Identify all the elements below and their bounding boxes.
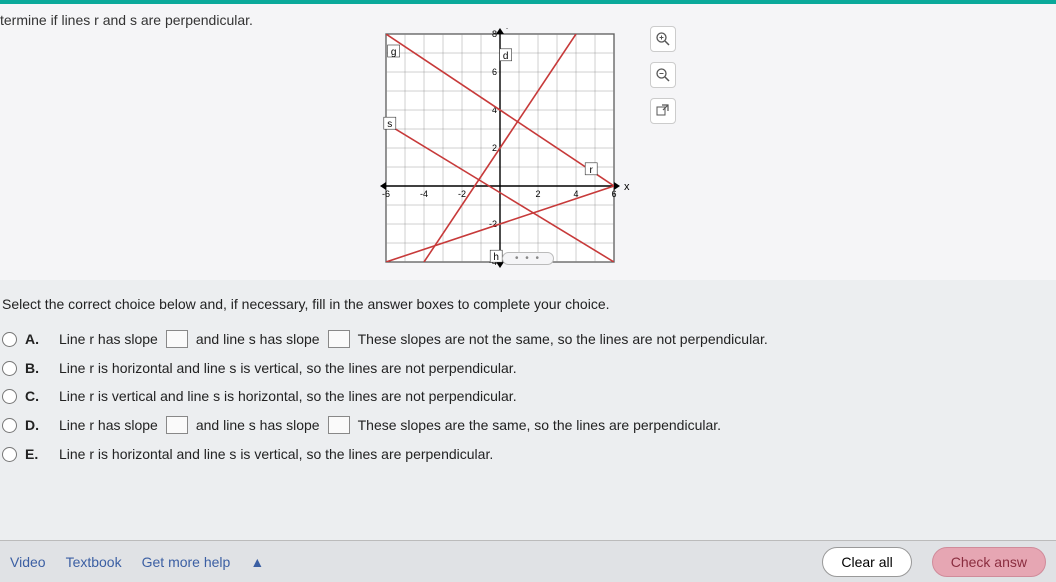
svg-text:d: d: [503, 51, 509, 62]
instruction-text: Select the correct choice below and, if …: [2, 296, 1046, 312]
choice-a[interactable]: A. Line r has slope and line s has slope…: [2, 330, 1046, 348]
choice-a-pre: Line r has slope: [59, 331, 158, 347]
graph: -6-4-2246-4-22468xyrsdhg: [370, 28, 630, 271]
choice-letter: E.: [25, 446, 47, 462]
choice-b[interactable]: B. Line r is horizontal and line s is ve…: [2, 360, 1046, 376]
section-divider: • • •: [0, 248, 1056, 268]
svg-text:-6: -6: [382, 189, 390, 199]
question-text: termine if lines r and s are perpendicul…: [0, 12, 253, 28]
choice-d-mid: and line s has slope: [196, 417, 320, 433]
choice-letter: A.: [25, 331, 47, 347]
svg-text:6: 6: [492, 67, 497, 77]
choice-e[interactable]: E. Line r is horizontal and line s is ve…: [2, 446, 1046, 462]
choice-c[interactable]: C. Line r is vertical and line s is hori…: [2, 388, 1046, 404]
blank-a2[interactable]: [328, 330, 350, 348]
zoom-in-icon[interactable]: [650, 26, 676, 52]
choice-c-text: Line r is vertical and line s is horizon…: [59, 388, 517, 404]
svg-text:2: 2: [492, 143, 497, 153]
radio-d[interactable]: [2, 418, 17, 433]
choice-d-post: These slopes are the same, so the lines …: [358, 417, 721, 433]
more-help-link[interactable]: Get more help: [142, 554, 231, 570]
svg-text:2: 2: [535, 189, 540, 199]
choice-d-pre: Line r has slope: [59, 417, 158, 433]
svg-text:8: 8: [492, 29, 497, 39]
svg-text:s: s: [387, 119, 392, 130]
choice-d[interactable]: D. Line r has slope and line s has slope…: [2, 416, 1046, 434]
radio-b[interactable]: [2, 361, 17, 376]
radio-a[interactable]: [2, 332, 17, 347]
expand-dots[interactable]: • • •: [502, 252, 554, 265]
choice-letter: D.: [25, 417, 47, 433]
textbook-link[interactable]: Textbook: [66, 554, 122, 570]
footer-bar: Video Textbook Get more help ▲ Clear all…: [0, 540, 1056, 582]
svg-text:-2: -2: [458, 189, 466, 199]
radio-c[interactable]: [2, 389, 17, 404]
choice-letter: B.: [25, 360, 47, 376]
svg-text:x: x: [624, 181, 630, 193]
external-icon[interactable]: [650, 98, 676, 124]
choice-e-text: Line r is horizontal and line s is verti…: [59, 446, 493, 462]
choice-letter: C.: [25, 388, 47, 404]
blank-d2[interactable]: [328, 416, 350, 434]
radio-e[interactable]: [2, 447, 17, 462]
choice-b-text: Line r is horizontal and line s is verti…: [59, 360, 517, 376]
blank-a1[interactable]: [166, 330, 188, 348]
svg-text:g: g: [391, 47, 397, 58]
svg-text:y: y: [506, 28, 512, 29]
choice-a-post: These slopes are not the same, so the li…: [358, 331, 768, 347]
zoom-out-icon[interactable]: [650, 62, 676, 88]
blank-d1[interactable]: [166, 416, 188, 434]
svg-text:6: 6: [611, 189, 616, 199]
check-answer-button[interactable]: Check answ: [932, 547, 1046, 577]
clear-all-button[interactable]: Clear all: [822, 547, 911, 577]
video-link[interactable]: Video: [10, 554, 46, 570]
choice-a-mid: and line s has slope: [196, 331, 320, 347]
svg-text:-4: -4: [420, 189, 428, 199]
